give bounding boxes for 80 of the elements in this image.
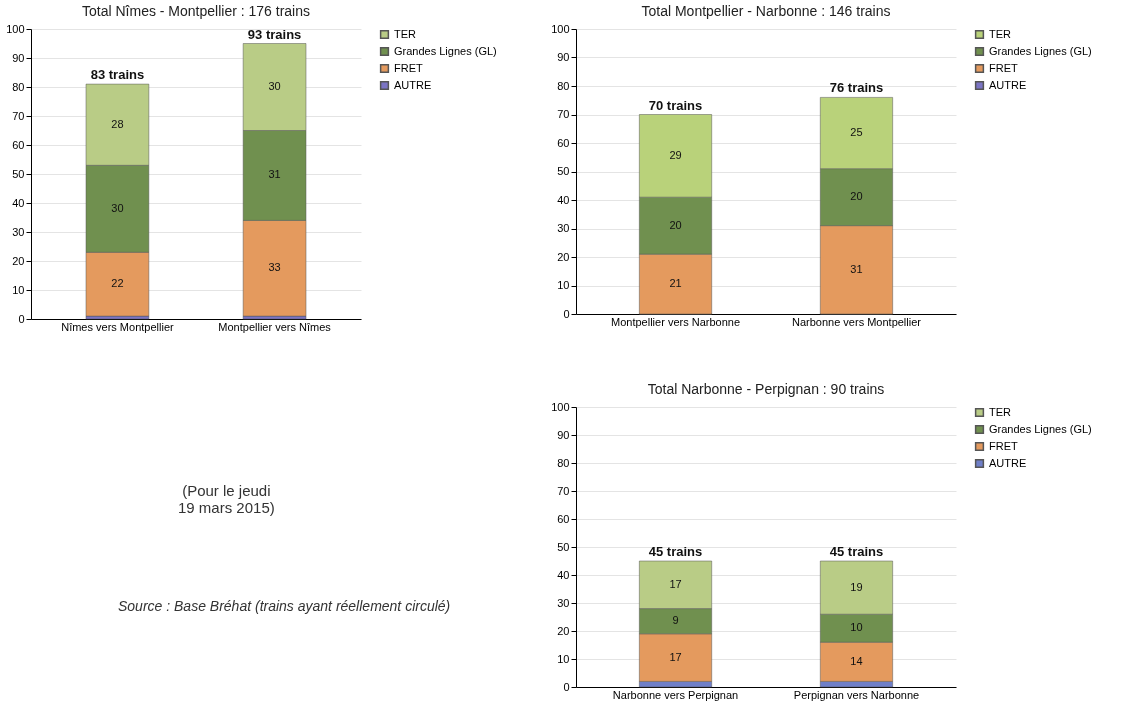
legend-label: FRET [989,439,1018,452]
y-tick-label: 70 [557,484,570,497]
legend-label: FRET [989,61,1018,74]
legend-label: Grandes Lignes (GL) [989,44,1092,57]
data-label: 29 [669,148,682,161]
data-label: 31 [850,262,863,275]
y-tick-label: 50 [557,165,570,177]
y-tick-label: 60 [557,512,570,525]
legend-label: AUTRE [394,78,432,91]
y-tick-label: 50 [557,540,570,553]
x-tick-label: Perpignan vers Narbonne [793,688,920,701]
data-label: 30 [268,80,281,92]
legend-label: TER [989,27,1012,40]
y-tick-label: 50 [12,167,25,180]
data-label: 33 [268,261,281,274]
y-tick-label: 0 [563,307,570,320]
data-label: 25 [850,126,863,139]
y-tick-label: 10 [557,279,570,291]
data-label: 9 [672,614,679,627]
y-tick-label: 60 [12,138,25,151]
chart-title: Total Narbonne - Perpignan : 90 trains [647,381,885,397]
total-label: 76 trains [829,80,884,96]
y-tick-label: 90 [557,51,570,63]
y-tick-label: 100 [6,22,25,35]
legend-label: Grandes Lignes (GL) [989,422,1092,435]
y-tick-label: 10 [557,652,570,665]
y-tick-label: 80 [557,456,570,469]
y-tick-label: 30 [12,225,25,238]
data-label: 22 [111,277,124,290]
data-label: 21 [669,277,682,290]
y-tick-label: 30 [557,222,570,234]
x-tick-label: Nîmes vers Montpellier [61,320,174,333]
y-tick-label: 40 [557,193,570,206]
data-label: 28 [111,117,124,130]
total-label: 83 trains [90,67,145,83]
y-tick-label: 20 [557,624,570,637]
data-label: 31 [268,168,281,181]
source-note: Source : Base Bréhat (trains ayant réellement circulé) [118,598,451,614]
legend-label: Grandes Lignes (GL) [394,44,497,57]
y-tick-label: 100 [551,400,570,413]
data-label: 10 [850,621,863,634]
legend-label: TER [989,405,1012,418]
legend-label: AUTRE [989,456,1027,469]
y-tick-label: 10 [12,283,25,296]
data-label: 20 [669,218,682,231]
data-label: 30 [111,201,124,214]
chart-title: Total Montpellier - Narbonne : 146 trains [641,3,891,19]
total-label: 45 trains [829,544,884,559]
data-label: 19 [850,580,863,593]
data-label: 17 [669,650,682,663]
y-tick-label: 40 [12,196,25,209]
total-label: 45 trains [648,544,703,559]
total-label: 70 trains [648,97,703,113]
y-tick-label: 20 [12,254,25,267]
y-tick-label: 30 [557,596,570,609]
y-tick-label: 80 [12,80,25,93]
chart-title: Total Nîmes - Montpellier : 176 trains [82,3,310,19]
legend-label: FRET [394,61,423,74]
x-tick-label: Montpellier vers Nîmes [218,320,332,333]
y-tick-label: 0 [563,680,570,693]
y-tick-label: 90 [12,51,25,64]
y-tick-label: 0 [18,312,25,325]
data-label: 14 [850,654,863,667]
x-tick-label: Narbonne vers Perpignan [612,688,739,701]
y-tick-label: 40 [557,568,570,581]
data-label: 17 [669,577,682,590]
x-tick-label: Narbonne vers Montpellier [791,315,922,328]
legend-label: TER [394,27,417,40]
x-tick-label: Montpellier vers Narbonne [611,315,741,328]
y-tick-label: 100 [551,22,570,35]
y-tick-label: 90 [557,428,570,441]
y-tick-label: 70 [12,109,25,122]
total-label: 93 trains [247,26,302,42]
text: (Pour le jeudi 19 mars 2015) [178,482,275,516]
y-tick-label: 20 [557,250,570,263]
y-tick-label: 60 [557,136,570,149]
legend-label: AUTRE [989,78,1027,91]
y-tick-label: 70 [557,108,570,120]
y-tick-label: 80 [557,79,570,92]
data-label: 20 [850,190,863,203]
